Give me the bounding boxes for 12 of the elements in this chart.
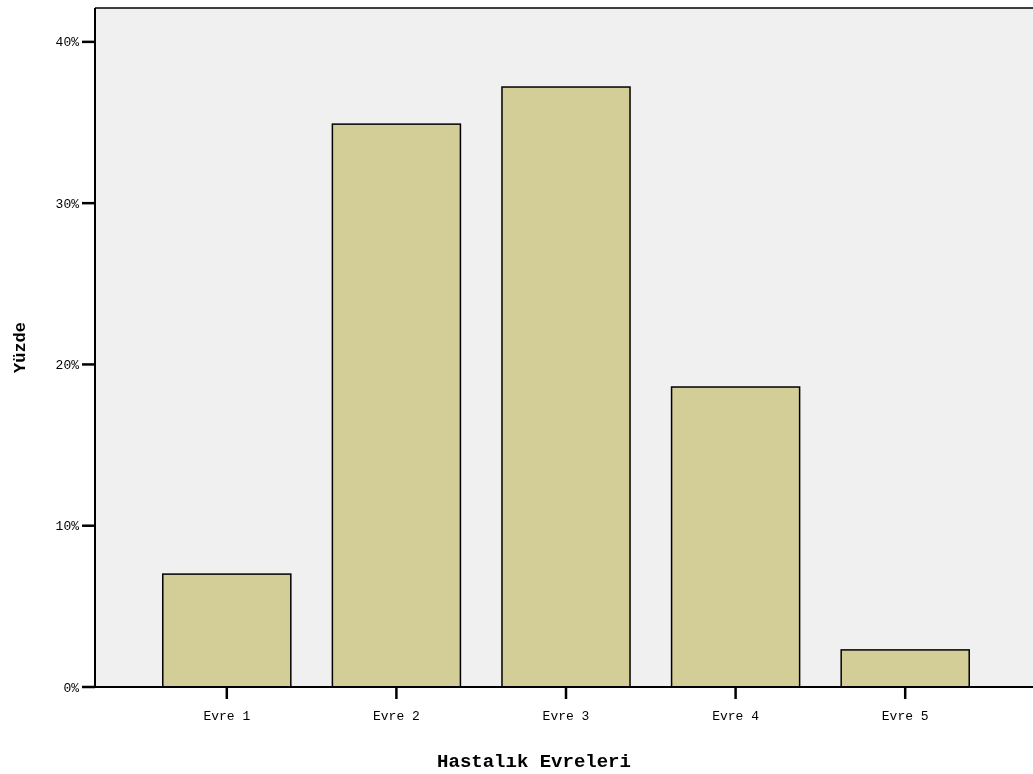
x-tick-label: Evre 5 [881,709,929,724]
y-tick-label: 0% [63,680,80,696]
x-axis-title: Hastalık Evreleri [437,751,631,773]
y-axis-title: Yüzde [11,321,30,374]
y-tick-label: 10% [55,519,80,535]
x-tick-label: Evre 2 [372,709,420,724]
y-tick-label: 30% [55,196,80,212]
x-tick-label: Evre 1 [203,709,251,724]
y-tick-label: 40% [55,35,80,51]
y-tick-label: 20% [55,357,80,373]
x-tick-label: Evre 4 [712,709,760,724]
x-tick-label: Evre 3 [542,709,590,724]
